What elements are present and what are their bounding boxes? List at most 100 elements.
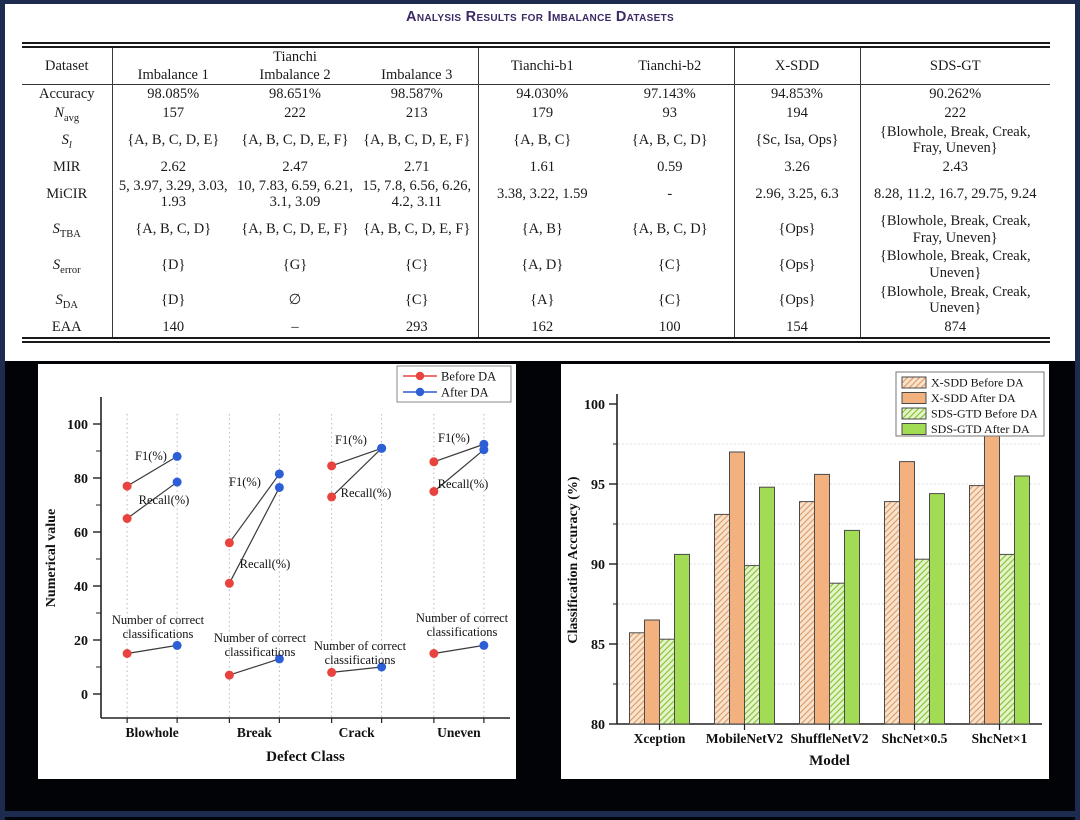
table-cell: {Blowhole, Break, Creak, Fray, Uneven} — [879, 213, 1031, 246]
category-label: Xception — [634, 731, 686, 746]
y-tick-label: 0 — [81, 688, 88, 703]
col-header-imbalance2: Imbalance 2 — [259, 66, 331, 83]
metric-annotation: classifications — [427, 625, 498, 639]
col-header-sdsgt: SDS-GT — [929, 57, 981, 74]
bar — [984, 433, 1000, 725]
legend-label: Before DA — [441, 370, 496, 384]
after-point — [377, 443, 387, 453]
metric-annotation: Number of correct — [214, 631, 307, 645]
legend-swatch — [901, 407, 927, 420]
table-cell: {C} — [606, 282, 735, 319]
row-label: MiCIR — [22, 176, 113, 213]
after-point — [377, 662, 387, 672]
table-cell: 2.96, 3.25, 6.3 — [734, 176, 861, 213]
table-row: Serror {D} {G} {C} {A, D} {C} {Ops} {Blowhole, … — [22, 247, 1050, 283]
bar — [814, 473, 830, 725]
table-row: STBA {A, B, C, D} {A, B, C, D, E, F} {A, B,… — [22, 212, 1050, 248]
bar — [1014, 475, 1030, 725]
table-cell: {A, B} — [521, 221, 563, 238]
table-cell: 222 — [944, 105, 967, 122]
table-cell: 222 — [284, 105, 306, 122]
model-accuracy-bar-chart: 80 85 90 95 100 Xception MobileNetV2 ShuffleNet… — [566, 371, 1045, 769]
table-cell: {Blowhole, Break, Creak, Uneven} — [879, 248, 1031, 282]
category-label: ShcNet×0.5 — [882, 731, 948, 746]
after-point — [274, 654, 284, 664]
before-point — [224, 578, 234, 588]
y-tick-label: 100 — [584, 398, 605, 413]
after-point — [479, 445, 489, 455]
connector-line — [331, 447, 382, 467]
category-label: Uneven — [437, 725, 481, 740]
table-title: Analysis Results for Imbalance Datasets — [406, 9, 674, 25]
table-cell: 154 — [734, 318, 861, 340]
before-point — [327, 461, 337, 471]
after-point — [172, 477, 182, 487]
table-cell: 157 — [162, 105, 185, 122]
bar — [674, 553, 690, 725]
metric-annotation: Recall(%) — [341, 486, 392, 500]
bar — [659, 638, 675, 725]
connector-line — [433, 449, 485, 492]
legend-swatch — [901, 392, 927, 404]
connector-line — [126, 481, 178, 519]
table-cell: 874 — [944, 319, 967, 336]
before-point — [122, 514, 132, 523]
table-cell: 93 — [606, 104, 735, 123]
row-label: Accuracy — [22, 84, 113, 105]
before-point — [327, 492, 337, 502]
after-point — [274, 482, 284, 492]
bar — [844, 529, 860, 725]
table-row: MiCIR 5, 3.97, 3.29, 3.03, 1.93 10, 7.83, … — [22, 176, 1050, 213]
before-point — [122, 481, 132, 491]
table-cell: 2.43 — [942, 159, 968, 176]
metric-annotation: Recall(%) — [240, 557, 291, 571]
after-point — [172, 640, 182, 650]
bar — [829, 582, 845, 725]
table-body: Accuracy 98.085% 98.651% 98.587% 94.030% 97.1… — [22, 84, 1050, 340]
table-cell: 179 — [531, 105, 554, 122]
table-cell: {A, B, C} — [513, 132, 572, 149]
col-header-dataset: Dataset — [22, 45, 113, 85]
table-cell: {A, B, C, D, E, F} — [356, 122, 479, 159]
bar — [644, 619, 660, 725]
legend-label: X-SDD After DA — [931, 391, 1016, 405]
bar — [629, 632, 645, 725]
before-point — [429, 487, 439, 496]
plot-area: 80 85 90 95 100 Xception MobileNetV2 ShuffleNet… — [566, 394, 1042, 769]
category-label: Break — [237, 725, 272, 740]
before-point — [327, 667, 337, 677]
metric-annotation: F1(%) — [335, 433, 367, 447]
table-cell: 3.26 — [734, 158, 861, 177]
table-cell: {A, D} — [521, 256, 564, 273]
table-cell: {Ops} — [734, 212, 861, 248]
table-cell: 2.71 — [356, 158, 479, 177]
table-cell: {C} — [356, 282, 479, 319]
table-cell: 10, 7.83, 6.59, 6.21, 3.1, 3.09 — [237, 177, 353, 211]
col-header-xsdd: X-SDD — [734, 45, 861, 85]
table-cell: {A, B, C, D, E, F} — [241, 221, 349, 238]
table-cell: {Blowhole, Break, Creak, Fray, Uneven} — [879, 123, 1031, 157]
col-header-tianchi-b2: Tianchi-b2 — [606, 45, 735, 85]
metric-annotation: classifications — [325, 653, 396, 667]
bar — [914, 558, 930, 725]
y-tick-label: 60 — [74, 526, 88, 541]
table-cell: {A, B, C, D, E} — [127, 132, 220, 149]
table-cell: {D} — [161, 256, 186, 273]
model-accuracy-chart-panel: 80 85 90 95 100 Xception MobileNetV2 ShuffleNet… — [561, 364, 1049, 779]
connector-line — [331, 666, 382, 673]
table-cell: 162 — [531, 319, 554, 336]
table-cell: 0.59 — [606, 158, 735, 177]
table-cell: {Ops} — [734, 247, 861, 283]
col-header-tianchi-b1: Tianchi-b1 — [510, 57, 574, 74]
row-label: Sl — [22, 122, 113, 159]
page-border-left — [0, 0, 5, 820]
table-cell: 8.28, 11.2, 16.7, 29.75, 9.24 — [873, 186, 1037, 203]
y-tick-label: 80 — [591, 718, 605, 733]
x-axis-title: Model — [809, 753, 850, 769]
y-tick-label: 90 — [591, 558, 605, 573]
category-label: MobileNetV2 — [706, 731, 783, 746]
y-axis-title: Classification Accuracy (%) — [566, 476, 581, 644]
table-cell: {A, B, C, D, E, F} — [241, 132, 349, 149]
table-cell: 94.030% — [516, 86, 569, 103]
